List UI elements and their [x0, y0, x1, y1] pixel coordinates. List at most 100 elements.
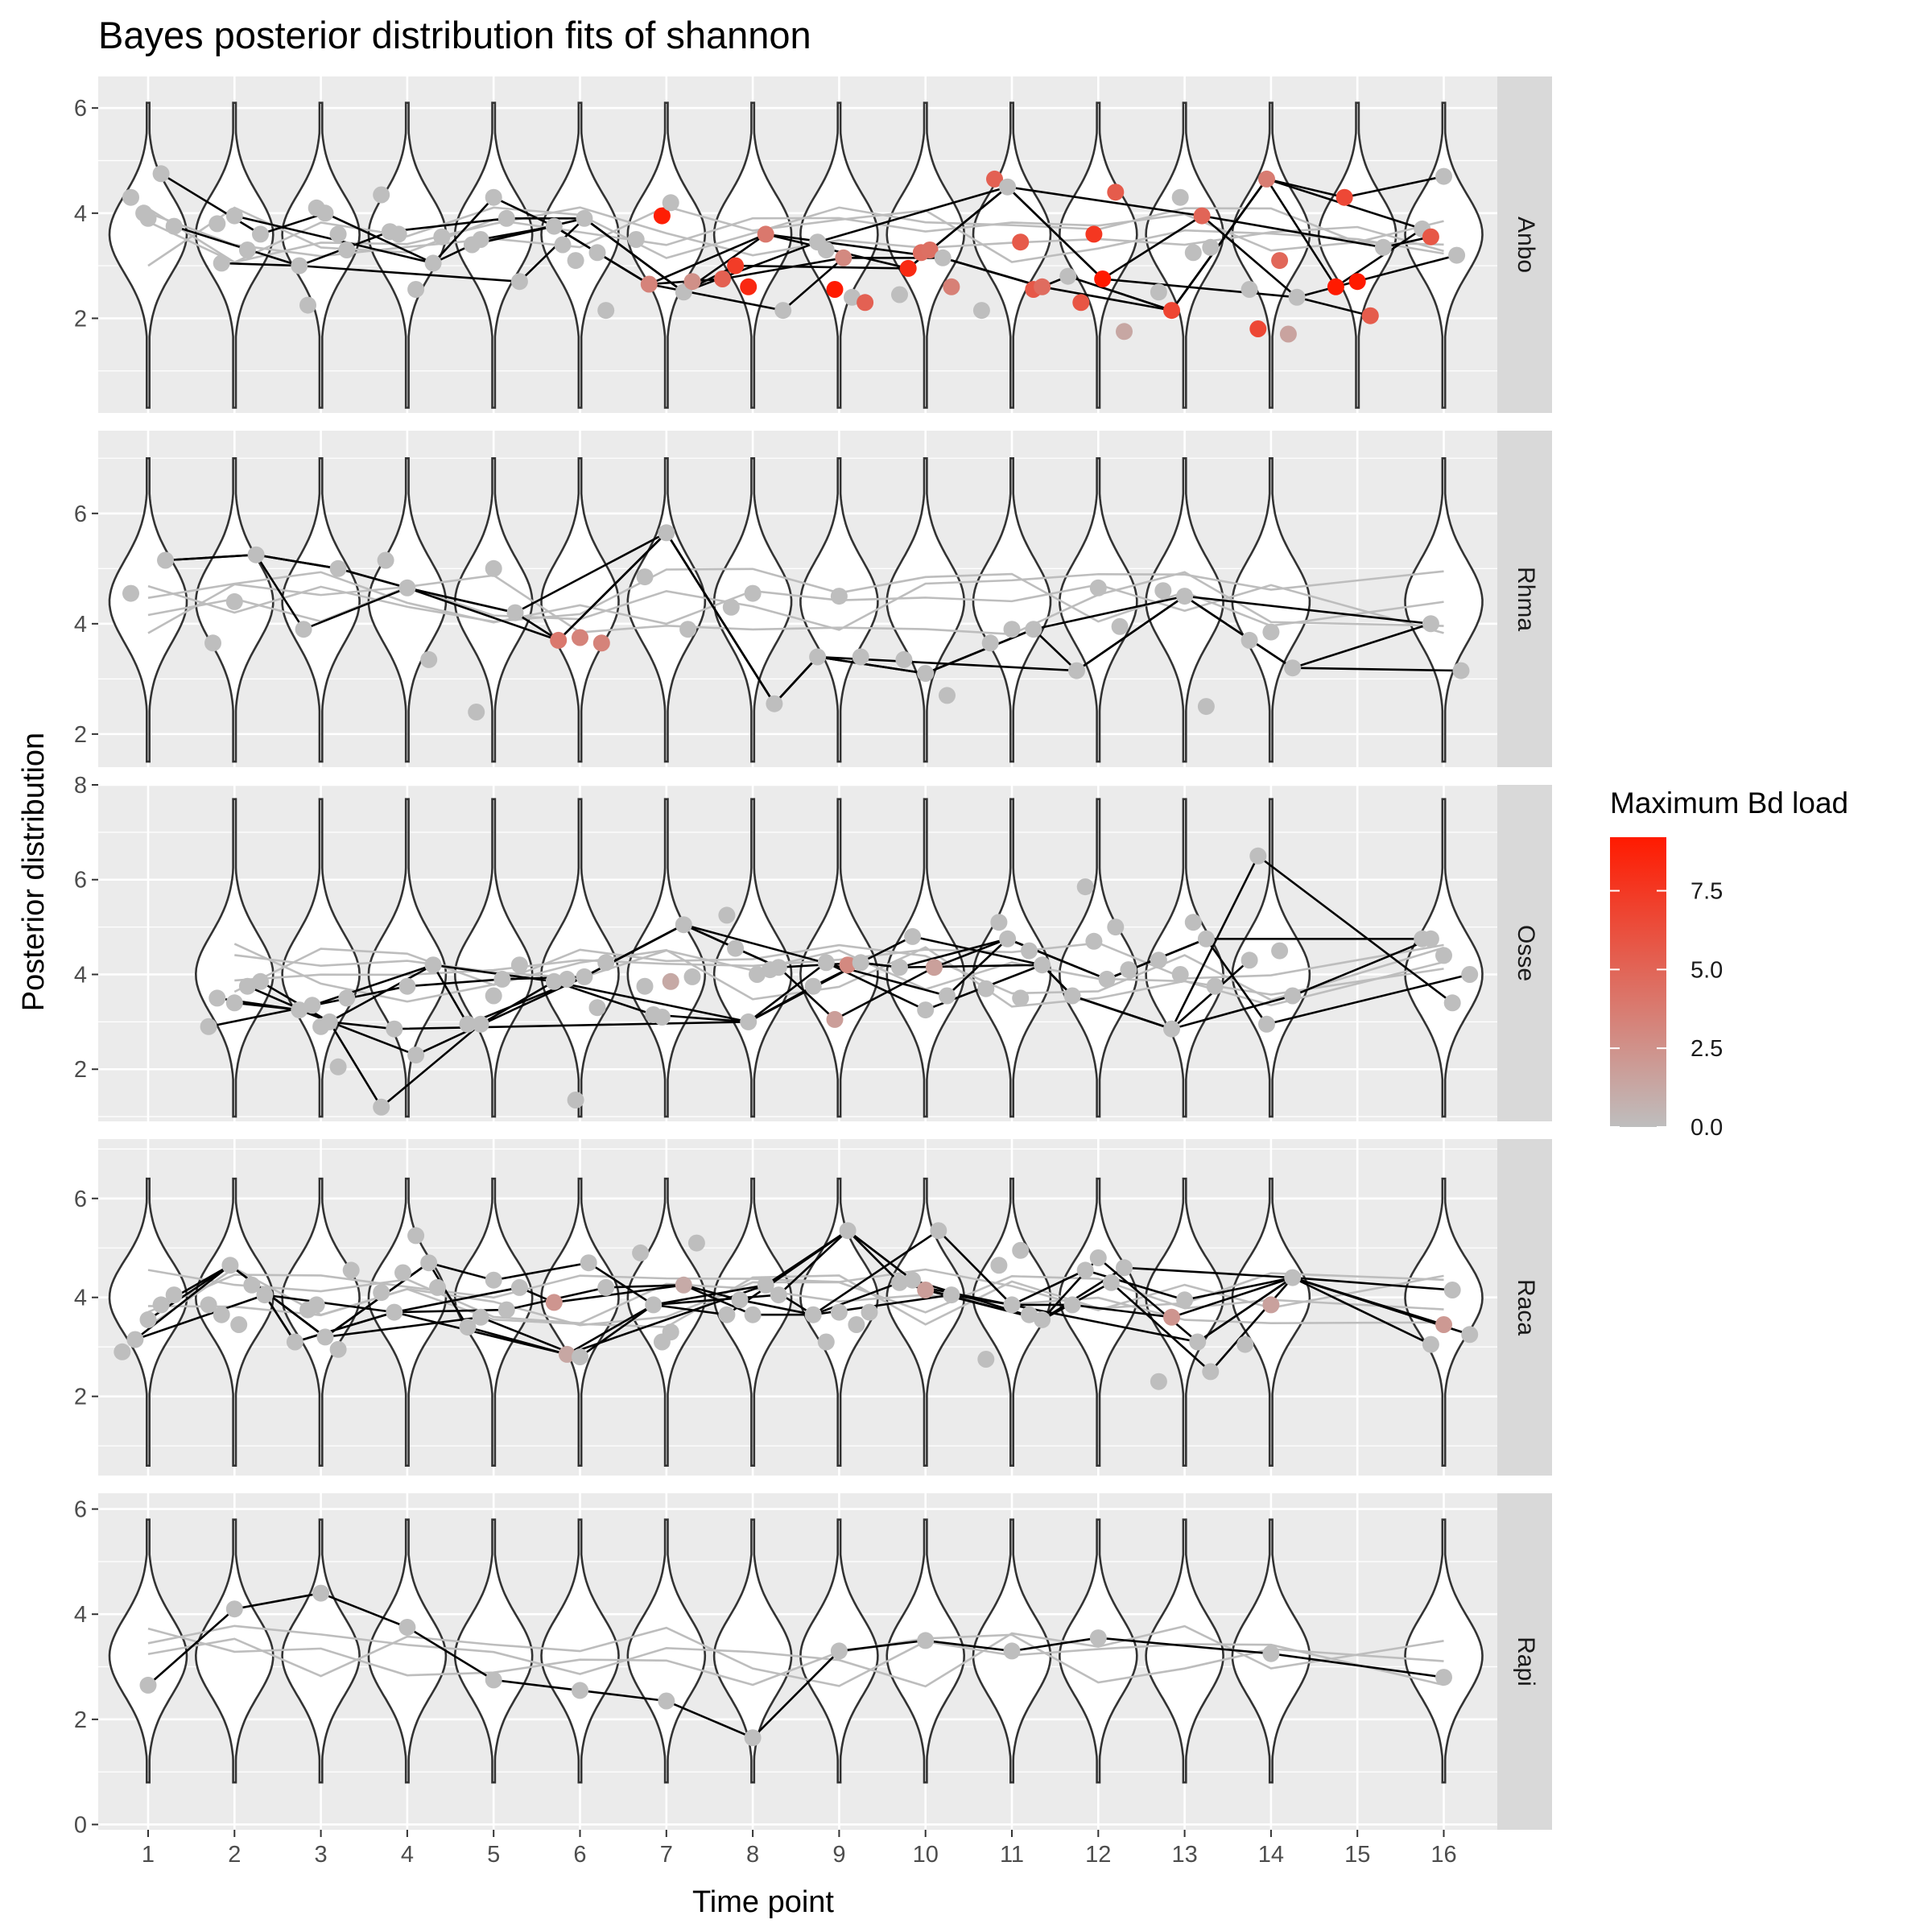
- data-point: [757, 225, 774, 243]
- data-point: [804, 977, 822, 995]
- data-point: [1262, 1645, 1280, 1662]
- data-point: [572, 1348, 588, 1365]
- data-point: [567, 252, 584, 270]
- data-point: [312, 1584, 330, 1602]
- data-point: [338, 242, 356, 258]
- facet-strip: [1497, 785, 1552, 1121]
- data-point: [567, 1092, 584, 1108]
- data-point: [774, 302, 792, 320]
- data-point: [1189, 1333, 1207, 1351]
- data-point: [934, 249, 952, 266]
- data-point: [554, 236, 572, 254]
- facet-label: Raca: [1513, 1279, 1539, 1335]
- data-point: [740, 278, 758, 295]
- y-tick-label: 6: [74, 502, 87, 527]
- data-point: [230, 1316, 248, 1333]
- data-point: [1241, 631, 1258, 649]
- y-tick-label: 2: [74, 1707, 87, 1733]
- data-point: [545, 972, 563, 990]
- individual-line: [263, 1269, 1444, 1344]
- data-point: [1171, 966, 1189, 983]
- data-point: [1448, 246, 1466, 264]
- data-point: [999, 178, 1017, 196]
- data-point: [1025, 621, 1042, 638]
- data-point: [1206, 977, 1224, 995]
- data-point: [891, 286, 908, 303]
- data-point: [653, 1009, 671, 1026]
- data-point: [572, 629, 588, 646]
- data-point: [407, 1227, 425, 1245]
- data-point: [152, 1296, 170, 1314]
- data-point: [844, 288, 861, 306]
- data-point: [558, 970, 576, 988]
- data-point: [308, 1296, 325, 1314]
- data-point: [1116, 1259, 1133, 1277]
- data-point: [429, 1278, 446, 1296]
- data-point: [817, 1333, 835, 1351]
- data-point: [1236, 1335, 1254, 1353]
- data-point: [1003, 1296, 1021, 1314]
- data-point: [826, 281, 844, 298]
- violin: [540, 457, 620, 763]
- data-point: [390, 225, 407, 243]
- data-point: [943, 1286, 960, 1304]
- legend-colorbar: [1610, 837, 1666, 1127]
- data-point: [683, 968, 701, 985]
- data-point: [373, 186, 390, 204]
- data-point: [921, 242, 939, 258]
- data-point: [597, 302, 615, 320]
- data-point: [1085, 932, 1103, 950]
- data-point: [826, 1010, 844, 1028]
- violin: [108, 101, 188, 409]
- data-point: [497, 1301, 515, 1319]
- data-point: [316, 1328, 334, 1346]
- data-point: [1003, 1642, 1021, 1660]
- data-point: [1107, 919, 1125, 936]
- data-point: [1154, 582, 1172, 600]
- y-tick-label: 4: [74, 1286, 87, 1311]
- data-point: [835, 249, 852, 266]
- panel-rhma: 2 4 6 Rhma: [74, 431, 1552, 767]
- data-point: [1361, 307, 1379, 324]
- data-point: [238, 242, 256, 258]
- data-point: [1034, 956, 1051, 974]
- violin: [626, 798, 707, 1118]
- data-point: [394, 1264, 411, 1282]
- data-point: [407, 1046, 425, 1064]
- data-point: [459, 1319, 477, 1336]
- data-point: [1443, 1282, 1461, 1298]
- data-point: [1120, 961, 1137, 979]
- violin: [1317, 101, 1397, 409]
- data-point: [588, 999, 606, 1017]
- data-point: [986, 170, 1003, 188]
- data-point: [830, 588, 848, 605]
- data-point: [658, 1692, 675, 1710]
- data-point: [398, 1619, 416, 1636]
- x-tick-label: 7: [660, 1842, 673, 1868]
- data-point: [225, 994, 243, 1012]
- data-point: [588, 244, 606, 262]
- legend-tick-label: 0.0: [1690, 1115, 1723, 1141]
- data-point: [420, 650, 438, 668]
- violin: [972, 457, 1052, 763]
- violin: [1058, 101, 1138, 409]
- data-point: [1085, 225, 1103, 243]
- data-point: [718, 1306, 736, 1323]
- data-point: [420, 1254, 438, 1272]
- data-point: [904, 927, 922, 945]
- data-point: [757, 1276, 774, 1294]
- data-point: [1202, 238, 1220, 256]
- data-point: [1435, 947, 1452, 964]
- data-point: [1262, 623, 1280, 641]
- data-point: [722, 598, 740, 616]
- x-tick-label: 5: [487, 1842, 500, 1868]
- data-point: [299, 296, 316, 314]
- data-point: [804, 1306, 822, 1323]
- y-tick-label: 8: [74, 773, 87, 799]
- data-point: [485, 1271, 502, 1289]
- data-point: [592, 634, 610, 652]
- x-tick-label: 2: [228, 1842, 241, 1868]
- posterior-line: [233, 946, 1444, 1008]
- violin: [712, 798, 793, 1118]
- data-point: [472, 1015, 489, 1033]
